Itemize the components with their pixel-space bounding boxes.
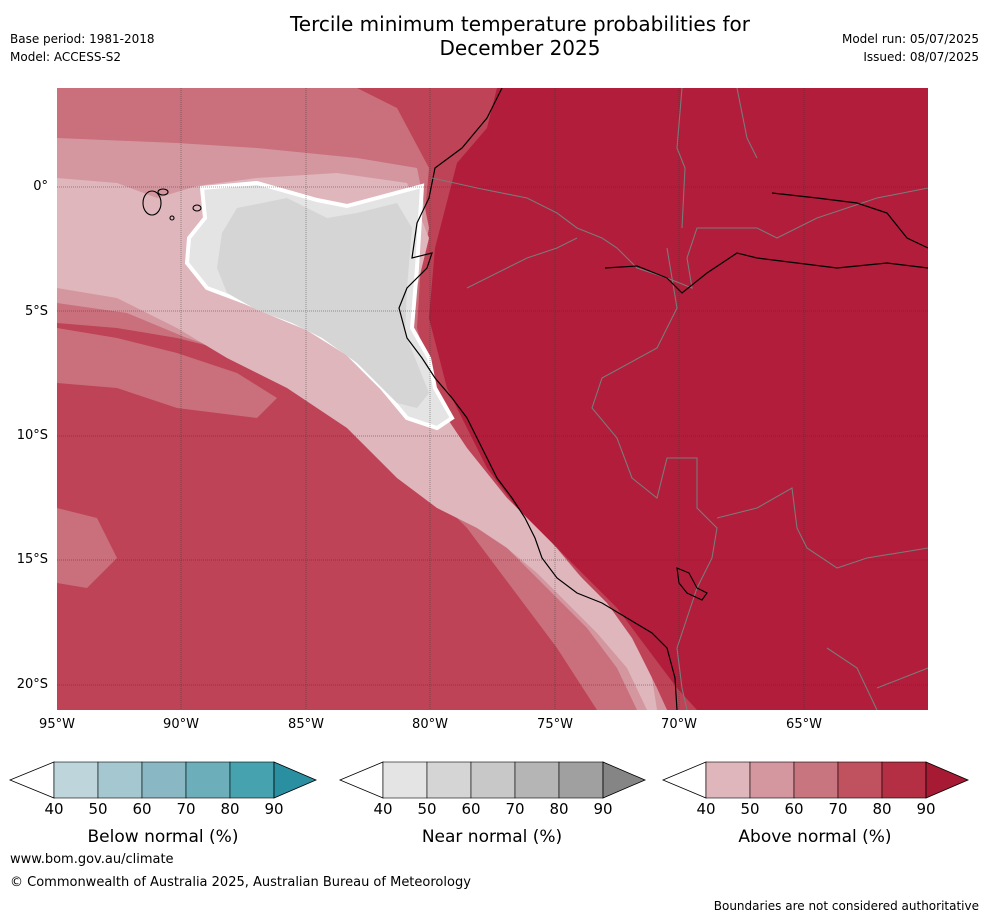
colorbar-0-swatch-4 (229, 761, 275, 799)
cb1-tick-50: 50 (417, 800, 437, 818)
cb2-tick-50: 50 (740, 800, 760, 818)
cb2-tick-40: 40 (696, 800, 716, 818)
cb2-tick-60: 60 (784, 800, 804, 818)
colorbar-1-swatch-4 (558, 761, 604, 799)
coastline (398, 88, 678, 710)
colorbar-2-swatch-0 (705, 761, 751, 799)
colorbar-title-near: Near normal (%) (421, 827, 563, 847)
colorbar-1-swatch-2 (470, 761, 516, 799)
footer-copyright: © Commonwealth of Australia 2025, Austra… (10, 875, 471, 890)
colorbars (8, 761, 970, 799)
cb0-tick-60: 60 (132, 800, 152, 818)
lon-label-80w: 80°W (412, 717, 448, 732)
cb1-tick-60: 60 (461, 800, 481, 818)
colorbar-above-normal (661, 761, 970, 799)
lat-label-15s: 15°S (16, 552, 48, 567)
near-normal-region-50 (217, 198, 429, 408)
colorbar-0-swatch-1 (97, 761, 143, 799)
colorbar-near-normal (338, 761, 647, 799)
title-line-2: December 2025 (439, 36, 601, 60)
lon-label-65w: 65°W (786, 717, 822, 732)
colorbar-1-swatch-1 (426, 761, 472, 799)
map-title: Tercile minimum temperature probabilitie… (200, 12, 840, 60)
model-name: Model: ACCESS-S2 (10, 50, 122, 64)
amazon-river (604, 252, 928, 294)
lon-label-95w: 95°W (39, 717, 75, 732)
lake-titicaca (676, 567, 708, 601)
ocean-region-40 (57, 173, 657, 710)
lon-label-75w: 75°W (537, 717, 573, 732)
cb2-tick-80: 80 (872, 800, 892, 818)
colorbar-below-normal (8, 761, 318, 799)
ocean-patch-60b (57, 508, 117, 588)
galapagos-islands (142, 188, 202, 221)
colorbar-2-swatch-5 (925, 761, 970, 799)
colorbar-2-swatch-2 (793, 761, 839, 799)
ocean-patch-60 (57, 328, 277, 418)
lon-label-90w: 90°W (163, 717, 199, 732)
cb0-tick-80: 80 (220, 800, 240, 818)
rio-negro (771, 192, 928, 249)
lon-label-85w: 85°W (288, 717, 324, 732)
cb1-tick-90: 90 (593, 800, 613, 818)
lat-label-0: 0° (33, 179, 48, 194)
map-graticule (57, 88, 928, 710)
cb2-tick-70: 70 (828, 800, 848, 818)
colorbar-1-swatch-5 (602, 761, 647, 799)
map-canvas (57, 88, 928, 710)
colorbar-0-swatch-3 (185, 761, 231, 799)
model-run: Model run: 05/07/2025 (841, 32, 979, 46)
colorbar-title-below: Below normal (%) (87, 827, 239, 847)
country-borders (431, 88, 928, 710)
lon-label-70w: 70°W (661, 717, 697, 732)
colorbar-1-swatch-0 (382, 761, 428, 799)
footer-url: www.bom.gov.au/climate (10, 852, 174, 867)
meta-left: Base period: 1981-2018 Model: ACCESS-S2 (10, 30, 155, 66)
lat-label-5s: 5°S (24, 304, 48, 319)
colorbar-0-swatch-2 (141, 761, 187, 799)
cb0-tick-70: 70 (176, 800, 196, 818)
lat-label-20s: 20°S (16, 677, 48, 692)
cb0-tick-40: 40 (44, 800, 64, 818)
probability-map (57, 88, 928, 710)
lat-label-10s: 10°S (16, 428, 48, 443)
cb1-tick-80: 80 (549, 800, 569, 818)
base-period: Base period: 1981-2018 (10, 32, 155, 46)
issued-date: Issued: 08/07/2025 (863, 50, 979, 64)
colorbar-2-swatch-4 (881, 761, 927, 799)
cb0-tick-50: 50 (88, 800, 108, 818)
colorbar-1-swatch-3 (514, 761, 560, 799)
cb0-tick-90: 90 (264, 800, 284, 818)
colorbar-0-swatch-5 (273, 761, 318, 799)
footer-note: Boundaries are not considered authoritat… (713, 899, 979, 913)
cb2-tick-90: 90 (916, 800, 936, 818)
title-line-1: Tercile minimum temperature probabilitie… (289, 12, 751, 36)
meta-right: Model run: 05/07/2025 Issued: 08/07/2025 (842, 30, 979, 66)
colorbar-title-above: Above normal (%) (738, 827, 892, 847)
cb1-tick-70: 70 (505, 800, 525, 818)
colorbar-2-swatch-3 (837, 761, 883, 799)
colorbar-2-swatch-1 (749, 761, 795, 799)
cb1-tick-40: 40 (373, 800, 393, 818)
colorbar-0-swatch-0 (53, 761, 99, 799)
